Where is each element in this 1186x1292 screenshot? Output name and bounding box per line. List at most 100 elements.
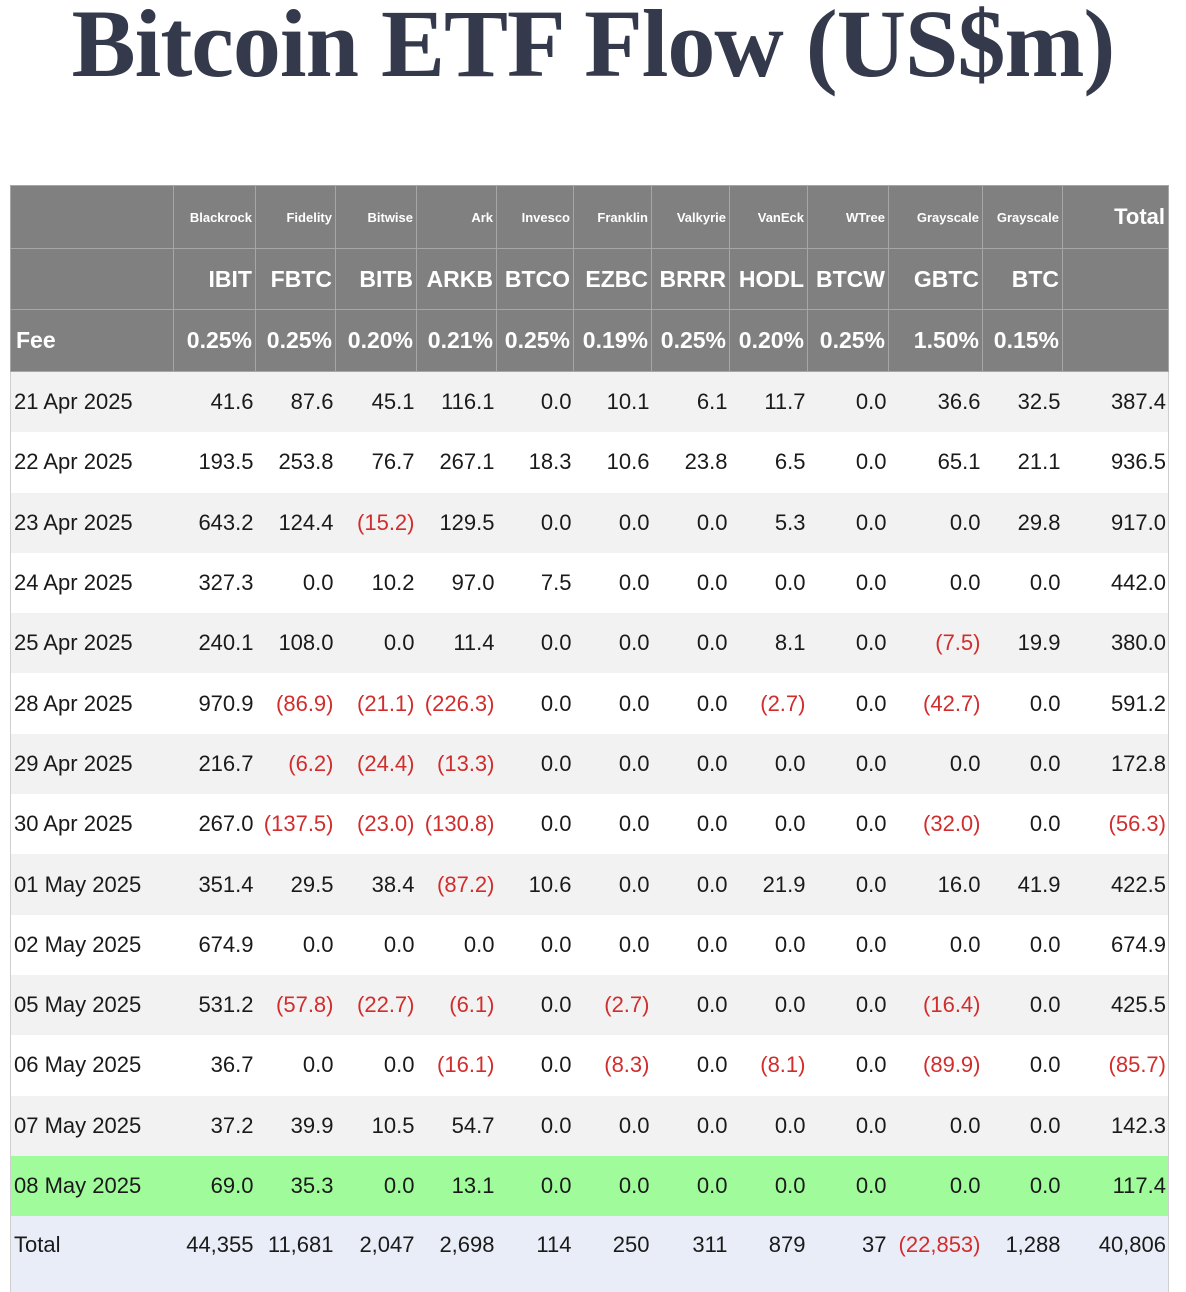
flow-cell: 0.0 bbox=[982, 1035, 1063, 1096]
flow-cell: 0.0 bbox=[335, 613, 417, 674]
flow-cell: 0.0 bbox=[888, 733, 983, 795]
flow-cell: 23.8 bbox=[651, 432, 730, 493]
flow-cell: 108.0 bbox=[255, 613, 336, 674]
issuer-header-cell: Ark bbox=[416, 185, 497, 249]
flow-cell: 18.3 bbox=[496, 432, 574, 493]
table-row: 07 May 2025 37.2 39.9 10.5 54.7 0.0 0.0 0.0 0.0 0… bbox=[10, 1095, 1169, 1156]
flow-cell: (130.8) bbox=[416, 794, 497, 855]
date-cell: 22 Apr 2025 bbox=[10, 432, 174, 493]
flow-cell: 0.0 bbox=[573, 552, 652, 614]
flow-cell: 45.1 bbox=[335, 371, 417, 433]
flow-cell: 0.0 bbox=[807, 552, 889, 614]
flow-cell: 0.0 bbox=[651, 492, 730, 553]
row-total-cell: (56.3) bbox=[1062, 794, 1169, 855]
flow-cell: 7.5 bbox=[496, 552, 574, 614]
row-total-cell: 117.4 bbox=[1062, 1155, 1169, 1217]
flow-cell: 351.4 bbox=[173, 854, 256, 915]
table-row: 23 Apr 2025 643.2 124.4 (15.2) 129.5 0.0 0.0 0.… bbox=[10, 492, 1169, 553]
flow-cell: 674.9 bbox=[173, 914, 256, 975]
flow-cell: 531.2 bbox=[173, 974, 256, 1036]
fee-label-cell: Fee bbox=[10, 309, 174, 372]
flow-cell: 76.7 bbox=[335, 432, 417, 493]
flow-cell: 8.1 bbox=[729, 613, 808, 674]
flow-cell: 41.9 bbox=[982, 854, 1063, 915]
table-row: 02 May 2025 674.9 0.0 0.0 0.0 0.0 0.0 0.0 0.0 0.0… bbox=[10, 914, 1169, 975]
flow-cell: 0.0 bbox=[982, 1155, 1063, 1217]
table-row: 06 May 2025 36.7 0.0 0.0 (16.1) 0.0 (8.3) 0.0 (8… bbox=[10, 1035, 1169, 1096]
flow-cell: 32.5 bbox=[982, 371, 1063, 433]
flow-cell: (89.9) bbox=[888, 1035, 983, 1096]
table-row: 21 Apr 2025 41.6 87.6 45.1 116.1 0.0 10.1 6.1 11… bbox=[10, 371, 1169, 433]
header-blank-cell bbox=[1062, 309, 1169, 372]
flow-cell: 6.1 bbox=[651, 371, 730, 433]
fee-cell: 0.20% bbox=[729, 309, 808, 372]
flow-cell: 5.3 bbox=[729, 492, 808, 553]
flow-cell: 267.0 bbox=[173, 794, 256, 855]
total-flow-cell: 114 bbox=[496, 1216, 574, 1292]
flow-cell: (15.2) bbox=[335, 492, 417, 553]
flow-cell: 0.0 bbox=[807, 914, 889, 975]
table-row: 05 May 2025 531.2 (57.8) (22.7) (6.1) 0.0 (2.7… bbox=[10, 974, 1169, 1036]
ticker-header-cell: BRRR bbox=[651, 248, 730, 310]
flow-cell: 0.0 bbox=[496, 1155, 574, 1217]
row-total-cell: (85.7) bbox=[1062, 1035, 1169, 1096]
date-cell: 08 May 2025 bbox=[10, 1155, 174, 1217]
flow-cell: 116.1 bbox=[416, 371, 497, 433]
table-row: 30 Apr 2025 267.0 (137.5) (23.0) (130.8) 0.0 0… bbox=[10, 794, 1169, 855]
date-cell: 30 Apr 2025 bbox=[10, 794, 174, 855]
flow-cell: 0.0 bbox=[807, 1155, 889, 1217]
fee-cell: 0.21% bbox=[416, 309, 497, 372]
flow-cell: (16.1) bbox=[416, 1035, 497, 1096]
ticker-header-cell: FBTC bbox=[255, 248, 336, 310]
date-cell: 07 May 2025 bbox=[10, 1095, 174, 1156]
table-row: 25 Apr 2025 240.1 108.0 0.0 11.4 0.0 0.0 0.0 8.1… bbox=[10, 613, 1169, 674]
total-column-header: Total bbox=[1062, 185, 1169, 249]
flow-cell: 0.0 bbox=[729, 552, 808, 614]
fee-cell: 0.25% bbox=[255, 309, 336, 372]
flow-cell: 0.0 bbox=[255, 914, 336, 975]
flow-cell: 0.0 bbox=[573, 733, 652, 795]
flow-cell: 0.0 bbox=[807, 733, 889, 795]
ticker-header-cell: EZBC bbox=[573, 248, 652, 310]
flow-cell: 37.2 bbox=[173, 1095, 256, 1156]
flow-cell: 21.1 bbox=[982, 432, 1063, 493]
flow-cell: 0.0 bbox=[651, 613, 730, 674]
flow-cell: 0.0 bbox=[496, 1035, 574, 1096]
flow-cell: 41.6 bbox=[173, 371, 256, 433]
issuer-header-cell: Grayscale bbox=[888, 185, 983, 249]
flow-cell: (8.1) bbox=[729, 1035, 808, 1096]
date-cell: 21 Apr 2025 bbox=[10, 371, 174, 433]
total-flow-cell: (22,853) bbox=[888, 1216, 983, 1292]
flow-cell: 0.0 bbox=[335, 1155, 417, 1217]
flow-cell: 0.0 bbox=[335, 914, 417, 975]
flow-cell: 0.0 bbox=[807, 1035, 889, 1096]
flow-cell: (22.7) bbox=[335, 974, 417, 1036]
page-title: Bitcoin ETF Flow (US$m) bbox=[71, 0, 1116, 97]
total-flow-cell: 879 bbox=[729, 1216, 808, 1292]
etf-flow-table: Blackrock Fidelity Bitwise Ark Invesco Frankl… bbox=[10, 185, 1169, 1292]
table-row: 28 Apr 2025 970.9 (86.9) (21.1) (226.3) 0.0 0.… bbox=[10, 673, 1169, 734]
flow-cell: 54.7 bbox=[416, 1095, 497, 1156]
flow-cell: (16.4) bbox=[888, 974, 983, 1036]
total-flow-cell: 2,047 bbox=[335, 1216, 417, 1292]
total-flow-cell: 2,698 bbox=[416, 1216, 497, 1292]
row-total-cell: 442.0 bbox=[1062, 552, 1169, 614]
flow-cell: (21.1) bbox=[335, 673, 417, 734]
header-corner-cell bbox=[10, 185, 174, 249]
flow-cell: 0.0 bbox=[651, 1155, 730, 1217]
flow-cell: 0.0 bbox=[255, 1035, 336, 1096]
header-blank-cell bbox=[10, 248, 174, 310]
flow-cell: 0.0 bbox=[496, 974, 574, 1036]
flow-cell: 21.9 bbox=[729, 854, 808, 915]
table-row: 01 May 2025 351.4 29.5 38.4 (87.2) 10.6 0.0 0.0… bbox=[10, 854, 1169, 915]
date-cell: 24 Apr 2025 bbox=[10, 552, 174, 614]
header-blank-cell bbox=[1062, 248, 1169, 310]
flow-cell: 0.0 bbox=[807, 1095, 889, 1156]
flow-cell: 240.1 bbox=[173, 613, 256, 674]
fee-cell: 1.50% bbox=[888, 309, 983, 372]
flow-cell: 0.0 bbox=[496, 1095, 574, 1156]
flow-cell: 0.0 bbox=[573, 1095, 652, 1156]
issuer-header-cell: Grayscale bbox=[982, 185, 1063, 249]
flow-cell: 0.0 bbox=[982, 974, 1063, 1036]
table-row: 08 May 2025 69.0 35.3 0.0 13.1 0.0 0.0 0.0 0.0 0.… bbox=[10, 1155, 1169, 1217]
